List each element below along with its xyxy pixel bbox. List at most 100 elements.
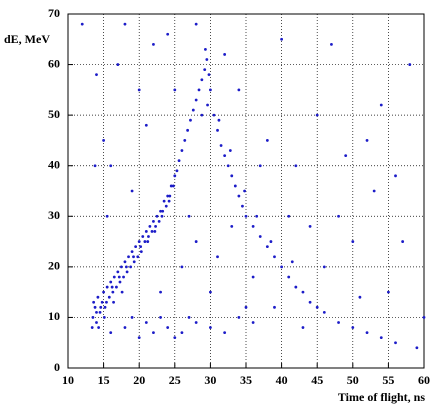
point — [171, 184, 175, 188]
point — [204, 48, 207, 51]
point — [294, 285, 298, 289]
point — [123, 22, 127, 26]
point — [166, 326, 170, 329]
point — [244, 214, 248, 218]
point — [127, 255, 130, 259]
point — [237, 88, 241, 92]
point — [180, 331, 184, 334]
point — [223, 154, 227, 158]
point — [173, 174, 177, 178]
x-tick-label: 50 — [347, 373, 359, 387]
point — [159, 209, 162, 213]
point — [132, 255, 135, 259]
point — [120, 290, 124, 294]
point — [117, 275, 121, 279]
point — [216, 128, 219, 132]
point — [223, 331, 227, 334]
point — [189, 118, 192, 122]
point — [111, 290, 115, 294]
point — [130, 250, 134, 254]
y-tick-label: 40 — [48, 157, 60, 171]
plot-frame — [67, 13, 425, 369]
point — [166, 194, 170, 198]
point — [148, 225, 152, 228]
point — [197, 88, 201, 92]
point — [219, 144, 223, 147]
point — [120, 265, 123, 269]
point — [137, 240, 141, 243]
point — [344, 154, 348, 158]
point — [228, 149, 232, 152]
point — [365, 331, 369, 334]
point — [209, 88, 212, 92]
x-tick-label: 25 — [169, 373, 181, 387]
point — [136, 255, 140, 259]
point — [144, 230, 148, 233]
point — [95, 310, 98, 314]
y-tick-label: 60 — [48, 56, 60, 70]
point — [206, 103, 209, 107]
point — [230, 225, 234, 228]
point — [162, 199, 166, 203]
point — [109, 280, 113, 284]
point — [141, 235, 145, 238]
point — [200, 78, 204, 82]
point — [216, 255, 219, 259]
point — [223, 53, 227, 56]
point — [273, 255, 276, 259]
x-tick-label: 45 — [311, 373, 323, 387]
point — [358, 295, 362, 299]
point — [194, 321, 198, 324]
point — [387, 290, 390, 294]
y-tick-label: 0 — [54, 360, 60, 374]
point — [217, 118, 221, 122]
point — [394, 174, 397, 178]
point — [191, 108, 195, 112]
point — [139, 250, 143, 254]
point — [102, 316, 106, 319]
point — [255, 214, 259, 218]
point — [116, 63, 120, 66]
point — [92, 300, 96, 304]
point — [230, 174, 234, 178]
point — [237, 316, 241, 319]
point — [203, 68, 207, 72]
point — [98, 310, 102, 314]
point — [337, 214, 340, 218]
x-axis-label: Time of flight, ns — [338, 390, 425, 404]
point — [147, 235, 150, 238]
point — [125, 270, 129, 274]
point — [180, 149, 184, 152]
point — [112, 300, 115, 304]
point — [194, 240, 198, 243]
x-tick-label: 20 — [133, 373, 145, 387]
point — [226, 164, 230, 168]
point — [258, 164, 262, 168]
point — [243, 189, 246, 193]
point — [173, 336, 177, 340]
x-tick-label: 15 — [98, 373, 110, 387]
point — [110, 285, 114, 289]
point — [134, 245, 138, 249]
point — [95, 321, 98, 324]
point — [372, 189, 376, 193]
point — [100, 300, 104, 304]
point — [251, 275, 255, 279]
point — [153, 230, 157, 233]
y-tick-label: 50 — [48, 107, 60, 121]
point — [159, 316, 162, 319]
point — [93, 164, 97, 168]
point — [132, 260, 136, 264]
point — [93, 305, 97, 309]
point — [173, 88, 177, 92]
x-tick-label: 10 — [62, 373, 74, 387]
point — [187, 316, 191, 319]
point — [175, 169, 179, 173]
point — [129, 265, 133, 269]
point — [139, 245, 143, 249]
y-tick-label: 20 — [48, 259, 60, 273]
point — [415, 346, 419, 350]
point — [180, 265, 184, 269]
point — [122, 275, 125, 279]
